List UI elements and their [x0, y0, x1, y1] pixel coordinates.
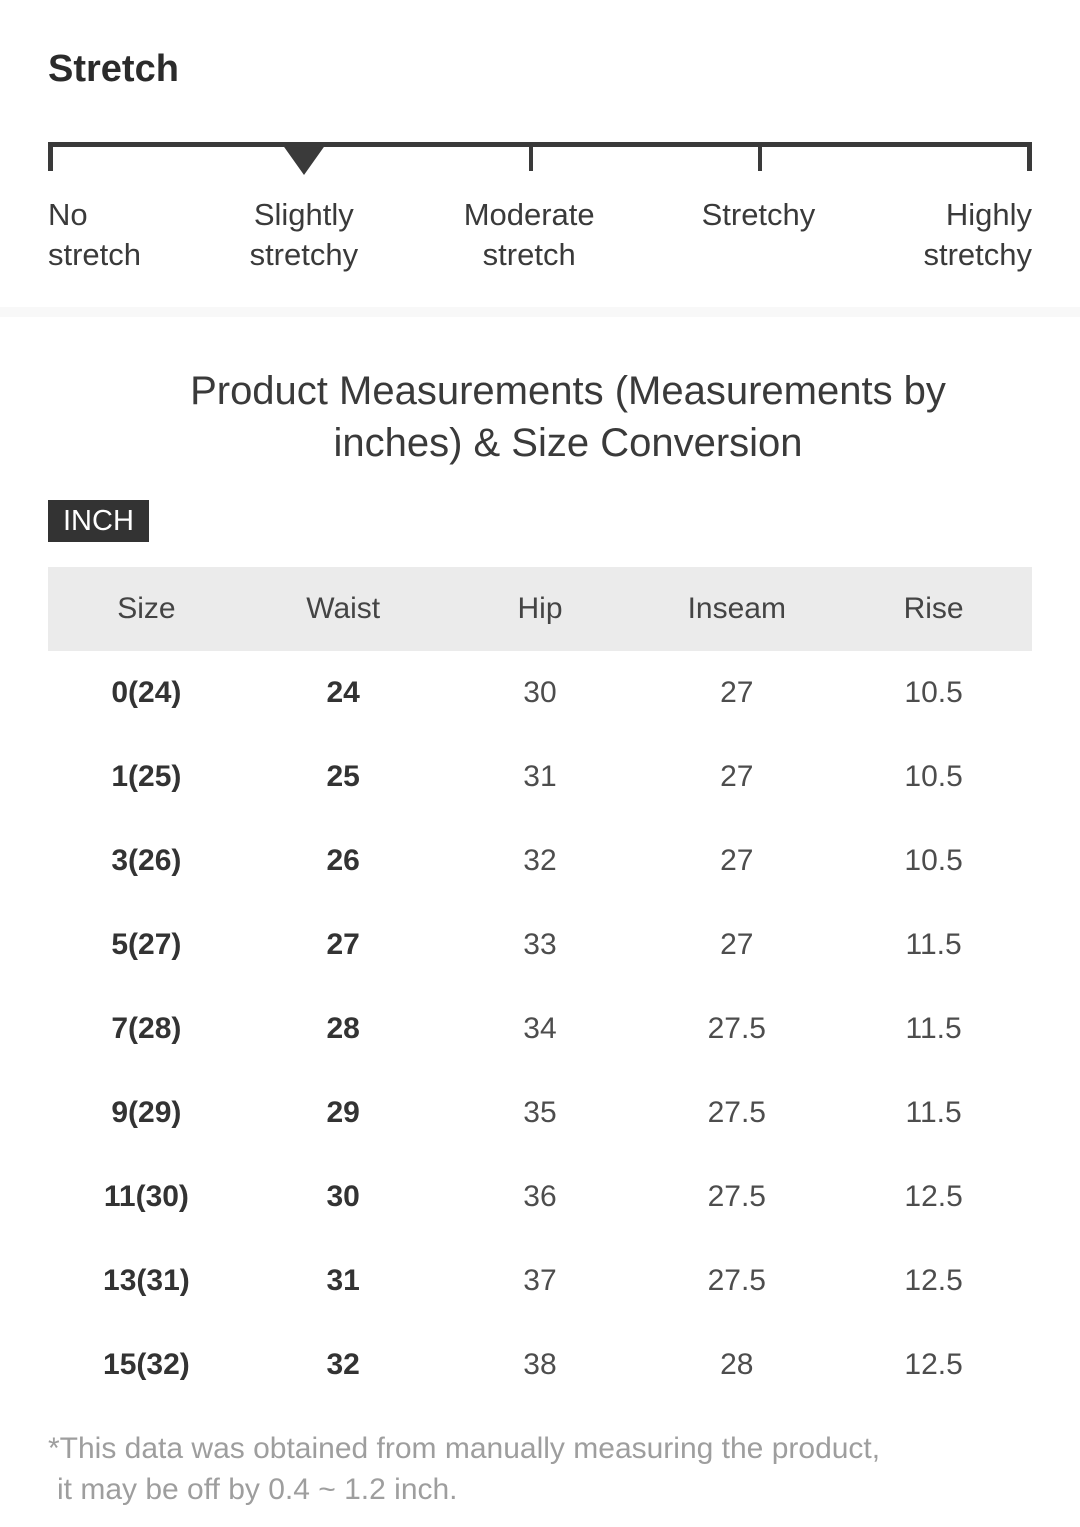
measurement-disclaimer: *This data was obtained from manually me… — [48, 1428, 1032, 1510]
table-cell: 0(24) — [111, 676, 182, 709]
scale-tick-start — [48, 142, 53, 171]
table-cell: 35 — [523, 1096, 557, 1129]
table-cell: 25 — [326, 760, 360, 793]
table-cell: 3(26) — [111, 844, 182, 877]
table-row: 3(26) 26 32 27 10.5 — [48, 819, 1032, 903]
column-header-hip: Hip — [517, 592, 563, 625]
scale-label-no-stretch: No stretch — [48, 197, 142, 272]
scale-label-highly-stretchy: Highly stretchy — [923, 197, 1032, 272]
table-row: 1(25) 25 31 27 10.5 — [48, 735, 1032, 819]
table-row: 13(31) 31 37 27.5 12.5 — [48, 1239, 1032, 1323]
table-cell: 9(29) — [111, 1096, 182, 1129]
table-cell: 32 — [523, 844, 557, 877]
table-row: 9(29) 29 35 27.5 11.5 — [48, 1071, 1032, 1155]
disclaimer-line1: *This data was obtained from manually me… — [48, 1432, 881, 1465]
stretch-level-marker-icon — [281, 144, 326, 175]
table-row: 5(27) 27 33 27 11.5 — [48, 903, 1032, 987]
column-header-waist: Waist — [306, 592, 381, 625]
scale-label-slightly-stretchy: Slightly stretchy — [249, 197, 359, 272]
column-header-rise: Rise — [903, 592, 964, 625]
section-divider — [0, 307, 1080, 317]
scale-tick-end — [1027, 142, 1032, 171]
scale-label-stretchy: Stretchy — [701, 197, 816, 232]
table-cell: 31 — [523, 760, 557, 793]
table-cell: 12.5 — [904, 1264, 963, 1297]
table-cell: 34 — [523, 1012, 557, 1045]
table-cell: 27 — [720, 760, 754, 793]
table-cell: 10.5 — [904, 760, 963, 793]
stretch-scale: No stretch Slightly stretchy Moderate st… — [48, 142, 1032, 272]
table-cell: 27.5 — [707, 1012, 766, 1045]
table-cell: 36 — [523, 1180, 557, 1213]
table-cell: 28 — [326, 1012, 360, 1045]
table-cell: 13(31) — [103, 1264, 190, 1297]
scale-tick-moderate — [529, 142, 534, 171]
table-cell: 26 — [326, 844, 360, 877]
table-cell: 11.5 — [905, 1012, 962, 1045]
measurements-title: Product Measurements (Measurements by in… — [0, 365, 1080, 469]
stretch-section: Stretch No stretch Slightly stretchy Mod… — [0, 0, 1080, 272]
column-header-size: Size — [117, 592, 176, 625]
table-cell: 27.5 — [707, 1096, 766, 1129]
table-cell: 5(27) — [111, 928, 182, 961]
table-cell: 12.5 — [904, 1180, 963, 1213]
measurements-title-line1: Product Measurements (Measurements by — [190, 369, 946, 413]
table-cell: 27 — [326, 928, 360, 961]
table-row: 0(24) 24 30 27 10.5 — [48, 651, 1032, 735]
table-cell: 24 — [326, 676, 360, 709]
table-cell: 27 — [720, 676, 754, 709]
scale-tick-stretchy — [758, 142, 763, 171]
table-row: 11(30) 30 36 27.5 12.5 — [48, 1155, 1032, 1239]
table-cell: 11(30) — [103, 1180, 189, 1213]
size-table-body: 0(24) 24 30 27 10.5 1(25) 25 31 27 10.5 3(26) 26 32 2… — [48, 651, 1032, 1407]
table-cell: 10.5 — [904, 676, 963, 709]
table-cell: 11.5 — [905, 1096, 962, 1129]
disclaimer-line2: it may be off by 0.4 ~ 1.2 inch. — [57, 1473, 458, 1506]
table-cell: 27.5 — [707, 1180, 766, 1213]
table-cell: 27.5 — [707, 1264, 766, 1297]
table-cell: 27 — [720, 844, 754, 877]
table-row: 7(28) 28 34 27.5 11.5 — [48, 987, 1032, 1071]
size-table: Size Waist Hip Inseam Rise 0(24) 24 30 27 10.5 1(… — [48, 567, 1032, 1407]
table-cell: 29 — [326, 1096, 360, 1129]
table-cell: 27 — [720, 928, 754, 961]
table-cell: 33 — [523, 928, 557, 961]
table-cell: 30 — [326, 1180, 360, 1213]
table-cell: 12.5 — [904, 1348, 963, 1381]
unit-badge: INCH — [48, 500, 149, 542]
table-cell: 38 — [523, 1348, 557, 1381]
table-cell: 1(25) — [111, 760, 182, 793]
table-cell: 11.5 — [905, 928, 962, 961]
table-cell: 30 — [523, 676, 557, 709]
measurements-section: Product Measurements (Measurements by in… — [0, 365, 1080, 1510]
scale-label-moderate-stretch: Moderate stretch — [463, 197, 595, 272]
table-cell: 28 — [720, 1348, 754, 1381]
table-cell: 7(28) — [111, 1012, 182, 1045]
table-cell: 37 — [523, 1264, 557, 1297]
measurements-title-line2: inches) & Size Conversion — [333, 421, 803, 465]
size-table-header: Size Waist Hip Inseam Rise — [48, 567, 1032, 651]
stretch-section-title: Stretch — [48, 48, 179, 90]
table-cell: 15(32) — [103, 1348, 190, 1381]
table-row: 15(32) 32 38 28 12.5 — [48, 1323, 1032, 1407]
table-cell: 32 — [326, 1348, 360, 1381]
stretch-scale-line — [48, 142, 1032, 147]
table-cell: 10.5 — [904, 844, 963, 877]
table-cell: 31 — [326, 1264, 360, 1297]
column-header-inseam: Inseam — [687, 592, 786, 625]
